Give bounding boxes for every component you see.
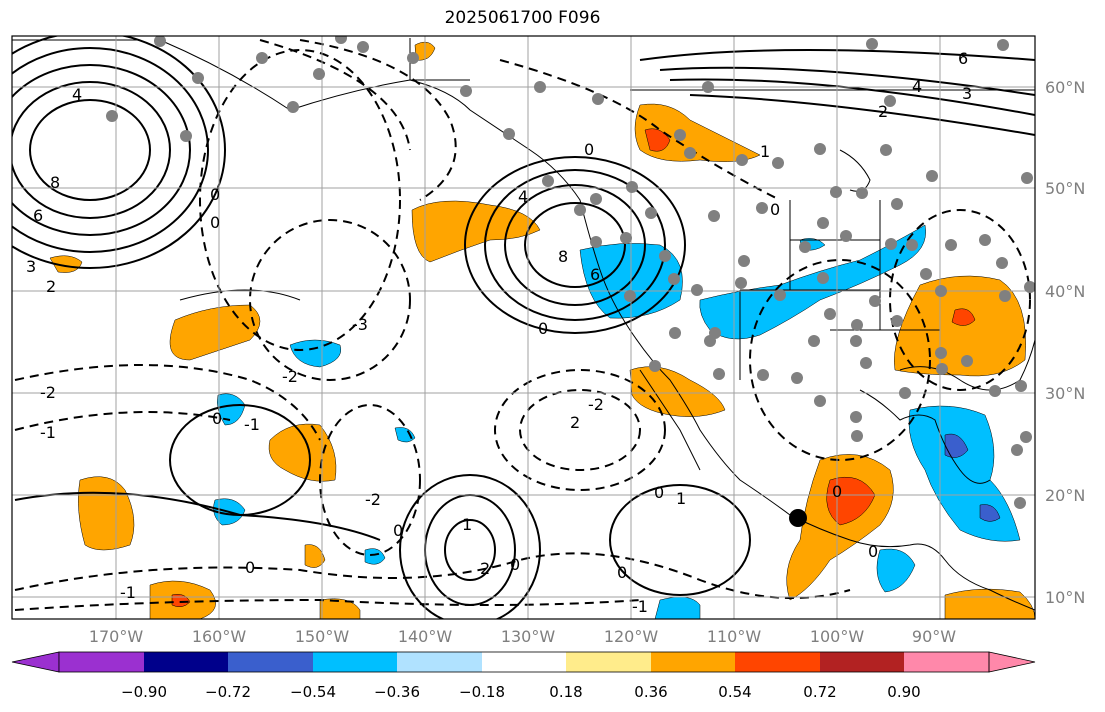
contour-label: 3 <box>962 84 972 103</box>
latitude-label: 60°N <box>1045 78 1085 97</box>
gridlines <box>12 36 1035 619</box>
contour-label: 2 <box>878 102 888 121</box>
colorbar-segment <box>820 652 904 672</box>
contour-label: 0 <box>584 140 594 159</box>
contour-label: -2 <box>282 367 298 386</box>
contour-label: 6 <box>590 265 600 284</box>
contour-label: 0 <box>868 542 878 561</box>
map-frame <box>12 36 1035 619</box>
contour-label: -1 <box>632 597 648 616</box>
longitude-label: 110°W <box>707 627 762 646</box>
contour-label: 2 <box>46 277 56 296</box>
colorbar-segment <box>482 652 566 672</box>
map-border <box>11 35 1036 620</box>
colorbar: −0.90 −0.72 −0.54 −0.36 −0.18 0.18 0.36 … <box>11 651 1036 701</box>
colorbar-tick-label: 0.54 <box>718 683 751 701</box>
colorbar-segment <box>397 652 482 672</box>
colorbar-segment <box>59 652 144 672</box>
contour-label: 0 <box>210 185 220 204</box>
longitude-label: 90°W <box>912 627 956 646</box>
contour-label: 8 <box>558 247 568 266</box>
colorbar-tick-label: −0.36 <box>374 683 420 701</box>
contour-label: 0 <box>832 482 842 501</box>
colorbar-segment <box>144 652 228 672</box>
dashed-contour-lines <box>14 39 1031 611</box>
contour-label: 0 <box>245 558 255 577</box>
colorbar-tick-label: 0.90 <box>887 683 920 701</box>
map-title: 2025061700 F096 <box>444 8 601 28</box>
contour-labels: 4 8 6 2 3 0 -2 0 -3 4 0 8 6 0 -2 2 -1 0 … <box>26 49 972 616</box>
contour-label: 4 <box>912 77 922 96</box>
colorbar-segment <box>904 652 989 672</box>
latitude-label: 40°N <box>1045 282 1085 301</box>
longitude-label: 130°W <box>501 627 556 646</box>
colorbar-tick-label: −0.72 <box>205 683 251 701</box>
contour-label: -1 <box>120 583 136 602</box>
contour-label: 0 <box>770 200 780 219</box>
contour-lines <box>12 36 1035 619</box>
coastlines <box>12 38 1035 611</box>
colorbar-tick-label: −0.90 <box>121 683 167 701</box>
contour-label: 1 <box>462 515 472 534</box>
colorbar-tick-label: 0.36 <box>634 683 667 701</box>
colorbar-segment <box>313 652 397 672</box>
colorbar-extend-low <box>11 651 60 673</box>
contour-label: 8 <box>50 173 60 192</box>
contour-label: 2 <box>480 559 490 578</box>
colorbar-segment <box>228 652 313 672</box>
contour-label: 3 <box>26 257 36 276</box>
colorbar-tick-label: −0.18 <box>459 683 505 701</box>
longitude-label: 140°W <box>398 627 453 646</box>
contour-label: -2 <box>40 383 56 402</box>
longitude-label: 160°W <box>192 627 247 646</box>
contour-label: -2 <box>365 490 381 509</box>
colorbar-segment <box>735 652 820 672</box>
colorbar-tick-label: −0.54 <box>290 683 336 701</box>
latitude-label: 30°N <box>1045 384 1085 403</box>
contour-label: 0 <box>210 213 220 232</box>
colorbar-segment <box>566 652 651 672</box>
longitude-label: 150°W <box>295 627 350 646</box>
colorbar-tick-label: 0.18 <box>549 683 582 701</box>
latitude-labels: 60°N 50°N 40°N 30°N 20°N 10°N <box>1045 78 1085 607</box>
latitude-label: 50°N <box>1045 179 1085 198</box>
colorbar-tick-label: 0.72 <box>803 683 836 701</box>
contour-label: -1 <box>244 415 260 434</box>
contour-label: -3 <box>352 315 368 334</box>
contour-label: 0 <box>212 409 222 428</box>
colorbar-segment <box>651 652 735 672</box>
contour-label: -2 <box>588 395 604 414</box>
contour-label: -1 <box>40 423 56 442</box>
highlight-point-marker <box>789 509 807 527</box>
colorbar-extend-high <box>988 651 1036 673</box>
station-markers <box>106 36 1035 509</box>
contour-label: 0 <box>654 483 664 502</box>
contour-label: 0 <box>510 555 520 574</box>
colorbar-border <box>58 651 990 673</box>
contour-label: 4 <box>518 187 528 206</box>
contour-label: 1 <box>760 142 770 161</box>
contour-label: 2 <box>570 413 580 432</box>
longitude-label: 100°W <box>810 627 865 646</box>
latitude-label: 10°N <box>1045 588 1085 607</box>
contour-label: 0 <box>617 563 627 582</box>
longitude-label: 120°W <box>604 627 659 646</box>
contour-label: 4 <box>72 85 82 104</box>
contour-label: 6 <box>33 206 43 225</box>
contour-label: 0 <box>393 521 403 540</box>
longitude-label: 170°W <box>89 627 144 646</box>
contour-label: 0 <box>538 319 548 338</box>
latitude-label: 20°N <box>1045 486 1085 505</box>
contour-label: 6 <box>958 49 968 68</box>
longitude-labels: 170°W 160°W 150°W 140°W 130°W 120°W 110°… <box>89 627 956 646</box>
contour-label: 1 <box>676 489 686 508</box>
